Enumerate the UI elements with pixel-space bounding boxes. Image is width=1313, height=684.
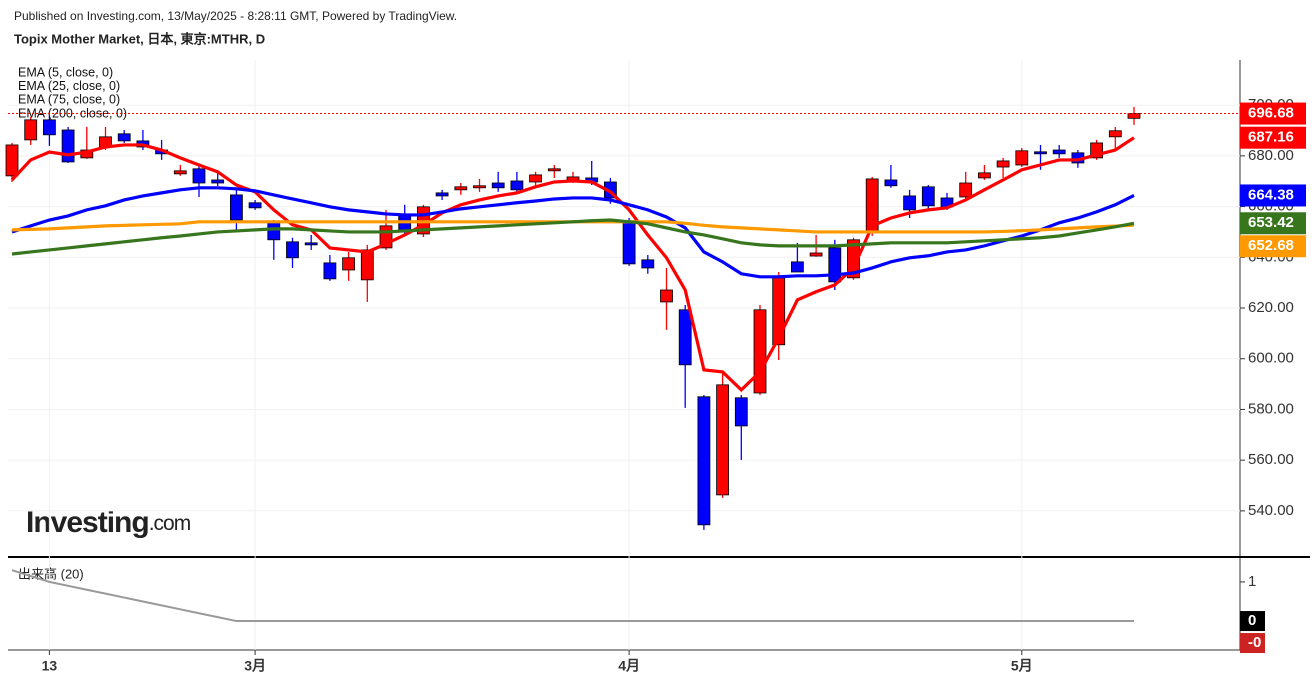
price-label-box bbox=[1240, 611, 1265, 632]
price-label: -0 bbox=[1248, 634, 1261, 651]
legend-entry: EMA (25, close, 0) bbox=[18, 79, 120, 93]
candle-body bbox=[884, 179, 898, 187]
candle-body bbox=[959, 182, 973, 198]
price-label-box bbox=[1240, 633, 1265, 654]
y-tick-label: 540.00 bbox=[1248, 502, 1294, 519]
ema-line bbox=[11, 186, 1135, 279]
price-label: 0 bbox=[1248, 612, 1256, 629]
price-label: 696.68 bbox=[1248, 105, 1294, 122]
y-tick-label: 600.00 bbox=[1248, 350, 1294, 367]
price-label: 664.38 bbox=[1248, 186, 1294, 203]
volume-title: 出来高 (20) bbox=[18, 566, 84, 581]
candle-body bbox=[267, 222, 281, 241]
candle-body bbox=[791, 261, 804, 273]
price-label-box bbox=[1240, 102, 1306, 125]
volume-line bbox=[11, 569, 1134, 623]
candle-body bbox=[24, 119, 38, 141]
price-label-box bbox=[1240, 184, 1306, 207]
candle-body bbox=[342, 257, 356, 271]
grid bbox=[8, 60, 1240, 650]
candle-body bbox=[360, 249, 374, 281]
candle-body bbox=[323, 262, 337, 280]
candle-body bbox=[996, 160, 1010, 168]
x-tick-label: 4月 bbox=[618, 658, 640, 674]
candle-body bbox=[454, 186, 468, 191]
price-label-box bbox=[1240, 212, 1306, 235]
candle-body bbox=[847, 239, 860, 279]
candle-body bbox=[211, 179, 225, 184]
candle-body bbox=[491, 182, 505, 189]
y-tick-label: 1 bbox=[1248, 573, 1256, 590]
candle-body bbox=[809, 252, 823, 257]
candle-body bbox=[61, 129, 75, 163]
candle-body bbox=[229, 194, 243, 221]
price-label: 653.42 bbox=[1248, 214, 1294, 231]
y-tick-label: 580.00 bbox=[1248, 400, 1294, 417]
y-tick-label: 560.00 bbox=[1248, 451, 1294, 468]
candle-body bbox=[43, 119, 56, 136]
brand-main: Investing bbox=[26, 506, 149, 539]
candle-body bbox=[473, 185, 486, 189]
candle-body bbox=[1127, 113, 1141, 119]
candle-body bbox=[978, 172, 991, 179]
legend-entry: EMA (75, close, 0) bbox=[18, 93, 120, 107]
candle-body bbox=[192, 168, 206, 184]
candle-body bbox=[248, 202, 262, 209]
price-label-box bbox=[1240, 126, 1306, 149]
candle-body bbox=[641, 259, 655, 269]
x-tick-label: 3月 bbox=[244, 658, 266, 674]
candle-body bbox=[622, 220, 636, 265]
candle-body bbox=[173, 170, 187, 175]
candle-body bbox=[660, 289, 673, 303]
candle-body bbox=[117, 133, 131, 142]
candle-body bbox=[753, 309, 767, 394]
candle-body bbox=[903, 195, 916, 211]
candle-body bbox=[716, 384, 729, 496]
ema-line bbox=[10, 136, 1135, 393]
candle-body bbox=[304, 242, 318, 246]
candle-body bbox=[5, 144, 19, 177]
candle-body bbox=[510, 180, 524, 191]
x-tick-label: 13 bbox=[42, 658, 58, 674]
legend-entry: EMA (5, close, 0) bbox=[18, 65, 113, 79]
candle-body bbox=[697, 396, 711, 526]
ema-line bbox=[11, 218, 1135, 256]
candle-body bbox=[734, 397, 748, 427]
brand: Investing.com bbox=[26, 506, 191, 539]
candle-body bbox=[435, 192, 449, 197]
price-label: 687.16 bbox=[1248, 129, 1294, 146]
x-tick-label: 5月 bbox=[1011, 658, 1033, 674]
candle-body bbox=[678, 309, 692, 366]
candle-body bbox=[1108, 130, 1122, 138]
y-tick-label: 620.00 bbox=[1248, 299, 1294, 316]
price-label-box bbox=[1240, 235, 1306, 258]
brand-suffix: .com bbox=[149, 512, 191, 535]
candle-body bbox=[547, 168, 561, 172]
candle-body bbox=[1052, 149, 1066, 155]
published: Published on Investing.com, 13/May/2025 … bbox=[14, 9, 457, 23]
candle-body bbox=[828, 247, 842, 283]
y-tick-label: 680.00 bbox=[1248, 147, 1294, 164]
chart-title: Topix Mother Market, 日本, 東京:MTHR, D bbox=[14, 31, 265, 46]
candle-body bbox=[529, 174, 542, 183]
candle-body bbox=[286, 241, 299, 259]
price-label: 652.68 bbox=[1248, 237, 1294, 254]
candle-body bbox=[1034, 151, 1047, 155]
candle-body bbox=[921, 186, 935, 207]
candle-body bbox=[1015, 150, 1029, 166]
